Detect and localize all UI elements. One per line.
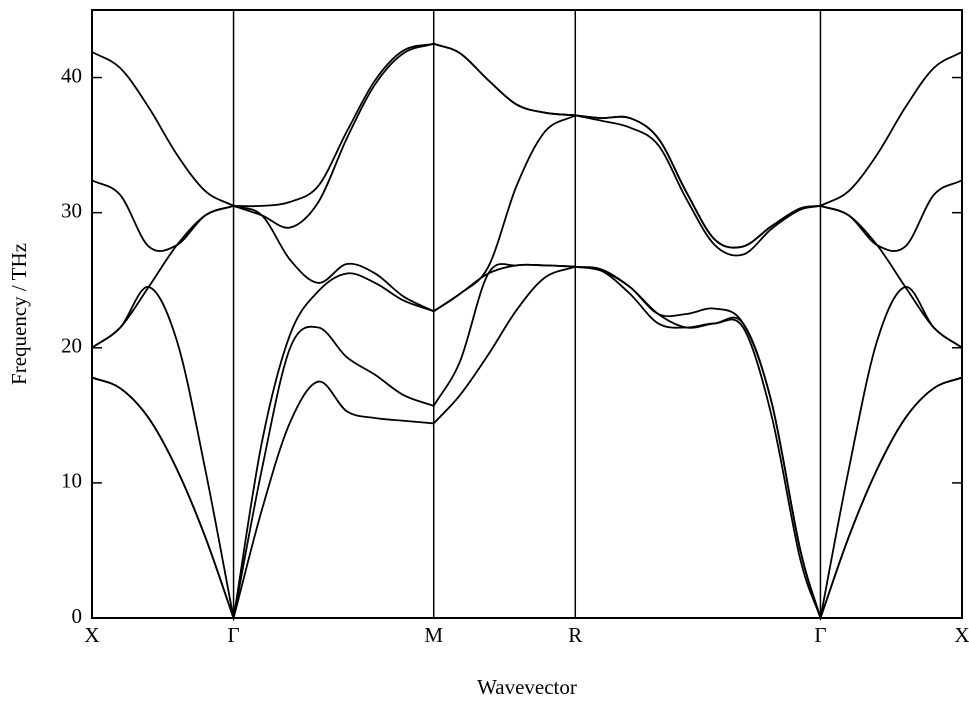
y-tick-label: 10 <box>61 469 82 493</box>
band-line <box>91 263 963 619</box>
y-axis-label: Frequency / THz <box>7 243 31 385</box>
x-tick-label: M <box>424 623 443 647</box>
plot-frame <box>91 9 963 619</box>
x-tick-label: Γ <box>227 623 239 647</box>
x-tick-label: R <box>568 623 582 647</box>
y-tick-label: 20 <box>61 334 82 358</box>
band-line <box>91 42 963 252</box>
y-tick-label: 30 <box>61 198 82 222</box>
band-line <box>91 114 963 349</box>
band-line <box>91 265 963 622</box>
x-axis-label: Wavevector <box>477 675 577 699</box>
y-tick-label: 0 <box>72 604 83 628</box>
x-tick-label: X <box>954 623 969 647</box>
x-tick-label: Γ <box>814 623 826 647</box>
band-line <box>91 42 963 249</box>
y-tick-label: 40 <box>61 63 82 87</box>
x-tick-label: X <box>84 623 99 647</box>
band-line <box>91 263 963 622</box>
